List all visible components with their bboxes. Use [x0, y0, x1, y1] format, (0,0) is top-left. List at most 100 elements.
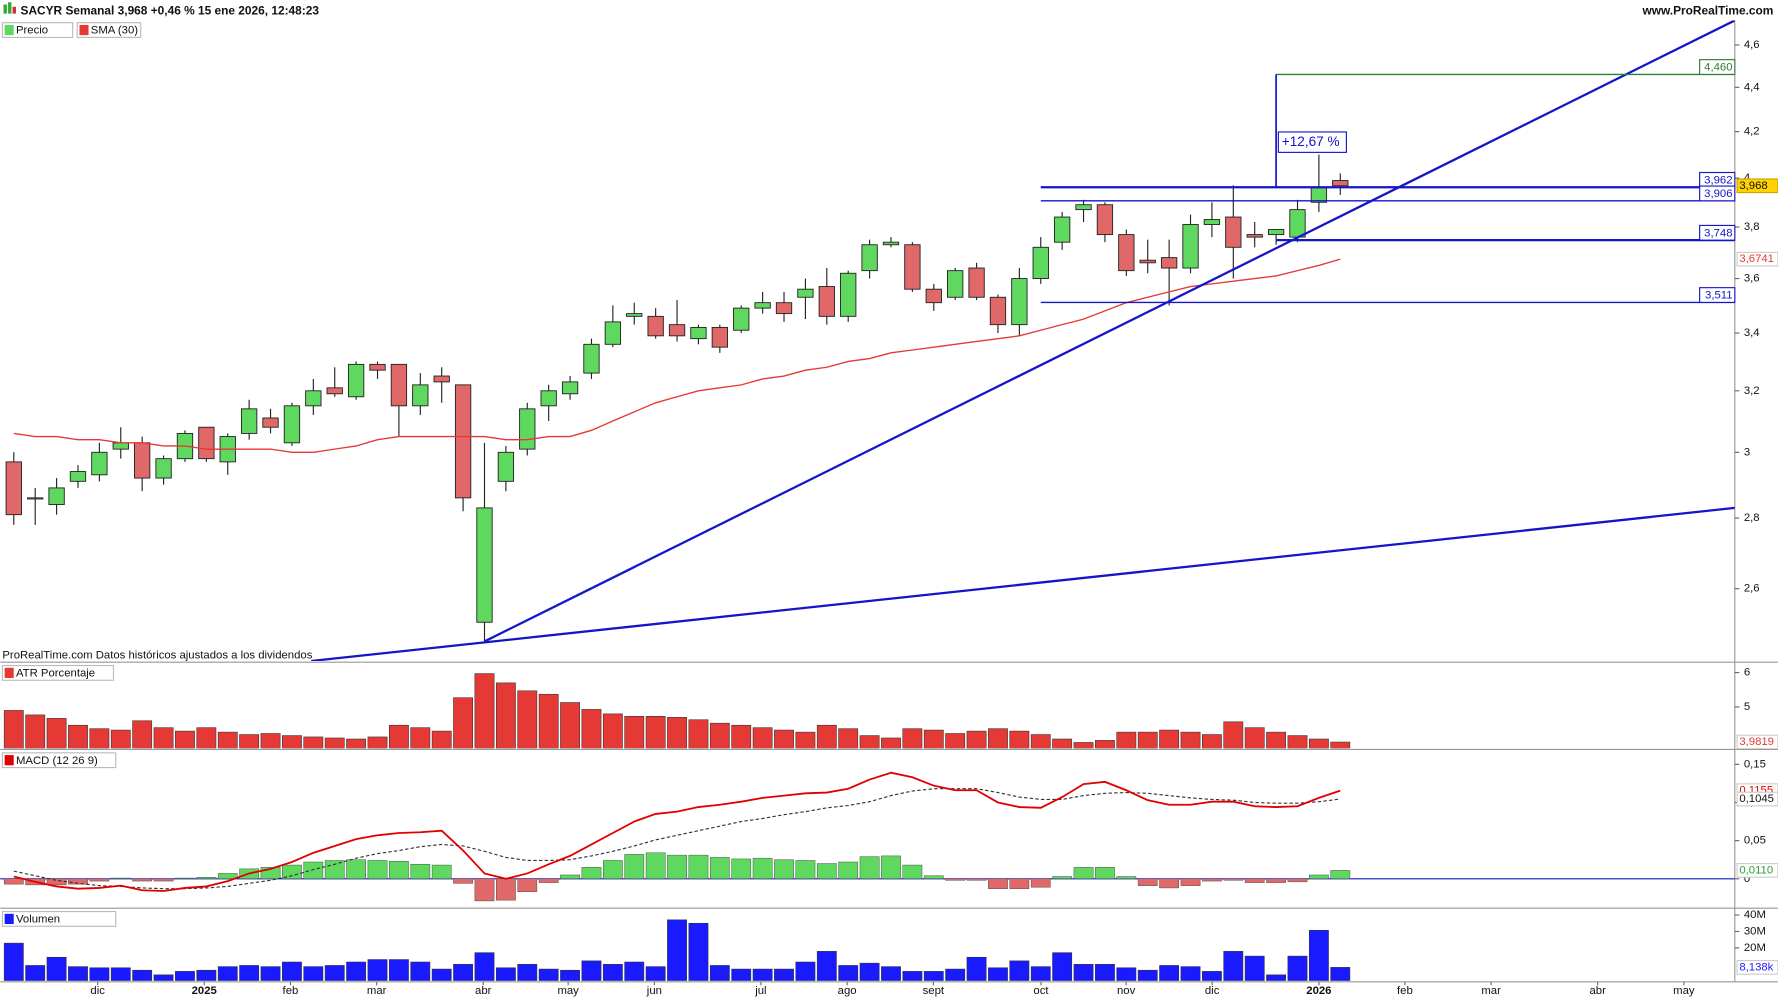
legend-swatch: [79, 24, 89, 36]
bar: [517, 964, 538, 981]
candle-body: [561, 381, 579, 395]
histogram-bar: [474, 878, 495, 902]
bar: [196, 727, 217, 749]
bar: [132, 720, 153, 749]
bar: [474, 952, 495, 981]
bar: [1244, 955, 1265, 981]
candle-body: [1160, 257, 1178, 269]
bar: [431, 730, 452, 749]
histogram-bar: [89, 878, 110, 882]
histogram-bar: [3, 878, 24, 885]
bar: [196, 969, 217, 981]
x-tick-label: sept: [923, 985, 945, 997]
line: [13, 788, 1341, 890]
y-tick-label: 30M: [1744, 925, 1766, 937]
bar: [688, 922, 709, 981]
bar: [560, 969, 580, 981]
measure-box: [1277, 131, 1347, 153]
histogram-bar: [1073, 867, 1094, 880]
bar: [1180, 966, 1201, 981]
candle-body: [198, 426, 215, 460]
bar: [367, 959, 388, 981]
candle-body: [1246, 234, 1263, 238]
legend-label: Volumen: [16, 914, 60, 926]
panel: [0, 771, 1735, 902]
candle-body: [626, 313, 643, 317]
histogram-bar: [945, 878, 966, 881]
level-label: 3,962: [1704, 174, 1732, 186]
y-tick-label: 3,8: [1744, 221, 1760, 233]
bar: [1073, 964, 1094, 981]
histogram-bar: [966, 878, 987, 881]
bar: [1030, 966, 1051, 981]
candle-body: [1203, 219, 1221, 225]
candle-body: [476, 507, 493, 623]
bar: [645, 966, 666, 981]
bar: [1116, 731, 1137, 749]
x-tick-label: may: [557, 985, 579, 997]
candle-body: [797, 288, 814, 298]
y-tick-label: 3,6: [1744, 273, 1760, 285]
bar: [346, 961, 367, 981]
level-label: 4,460: [1704, 62, 1732, 74]
histogram-bar: [324, 860, 345, 880]
panel: [3, 919, 1351, 981]
bar: [688, 719, 709, 749]
bar: [89, 967, 110, 981]
candle-body: [412, 384, 429, 407]
histogram-bar: [153, 878, 174, 882]
header-site: www.ProRealTime.com: [1642, 3, 1774, 17]
trendline: [483, 20, 1735, 643]
plot: [3, 919, 1351, 981]
candle-body: [1332, 180, 1349, 187]
bar: [816, 951, 837, 981]
level-box: [1699, 287, 1736, 303]
bar: [68, 724, 88, 749]
histogram-bar: [1202, 878, 1222, 882]
bar: [517, 690, 538, 749]
note: ProRealTime.com Datos históricos ajustad…: [2, 649, 312, 661]
bar: [602, 964, 623, 981]
bar: [945, 968, 966, 981]
bar: [1030, 734, 1051, 749]
bar: [1308, 930, 1329, 981]
bar: [624, 715, 645, 749]
legend-label: MACD (12 26 9): [16, 755, 98, 767]
legend-box: [76, 22, 142, 38]
legend-box: [1, 664, 115, 681]
bar: [902, 728, 923, 749]
candle-body: [818, 286, 835, 317]
candle-body: [925, 288, 942, 304]
bar: [774, 968, 794, 981]
bar: [346, 738, 367, 749]
candle-body: [433, 375, 450, 383]
candle-body: [947, 270, 964, 298]
histogram-bar: [1287, 878, 1308, 883]
bar: [581, 960, 602, 981]
bar: [1202, 734, 1222, 749]
y-tick-label: 4,6: [1744, 39, 1760, 51]
y-tick-label: 0,05: [1744, 835, 1766, 847]
level-label: 3,511: [1705, 290, 1733, 302]
bar: [110, 729, 131, 749]
candle-body: [904, 244, 921, 290]
bar: [1287, 955, 1308, 981]
bar: [923, 971, 944, 981]
bar: [1095, 740, 1115, 749]
level-box: [1699, 185, 1736, 202]
bar: [752, 727, 773, 749]
histogram-bar: [46, 878, 67, 886]
candle-body: [882, 241, 900, 246]
histogram-bar: [688, 854, 709, 880]
histogram-bar: [988, 878, 1008, 889]
candle-body: [647, 315, 664, 337]
histogram-bar: [367, 860, 388, 880]
histogram-bar: [1244, 878, 1265, 883]
histogram-bar: [1052, 876, 1073, 880]
histogram-bar: [1223, 878, 1244, 881]
histogram-bar: [881, 855, 901, 880]
x-tick-label: mar: [367, 985, 387, 997]
candle-body: [48, 487, 65, 505]
candle-body: [283, 405, 301, 444]
bar: [1287, 735, 1308, 749]
